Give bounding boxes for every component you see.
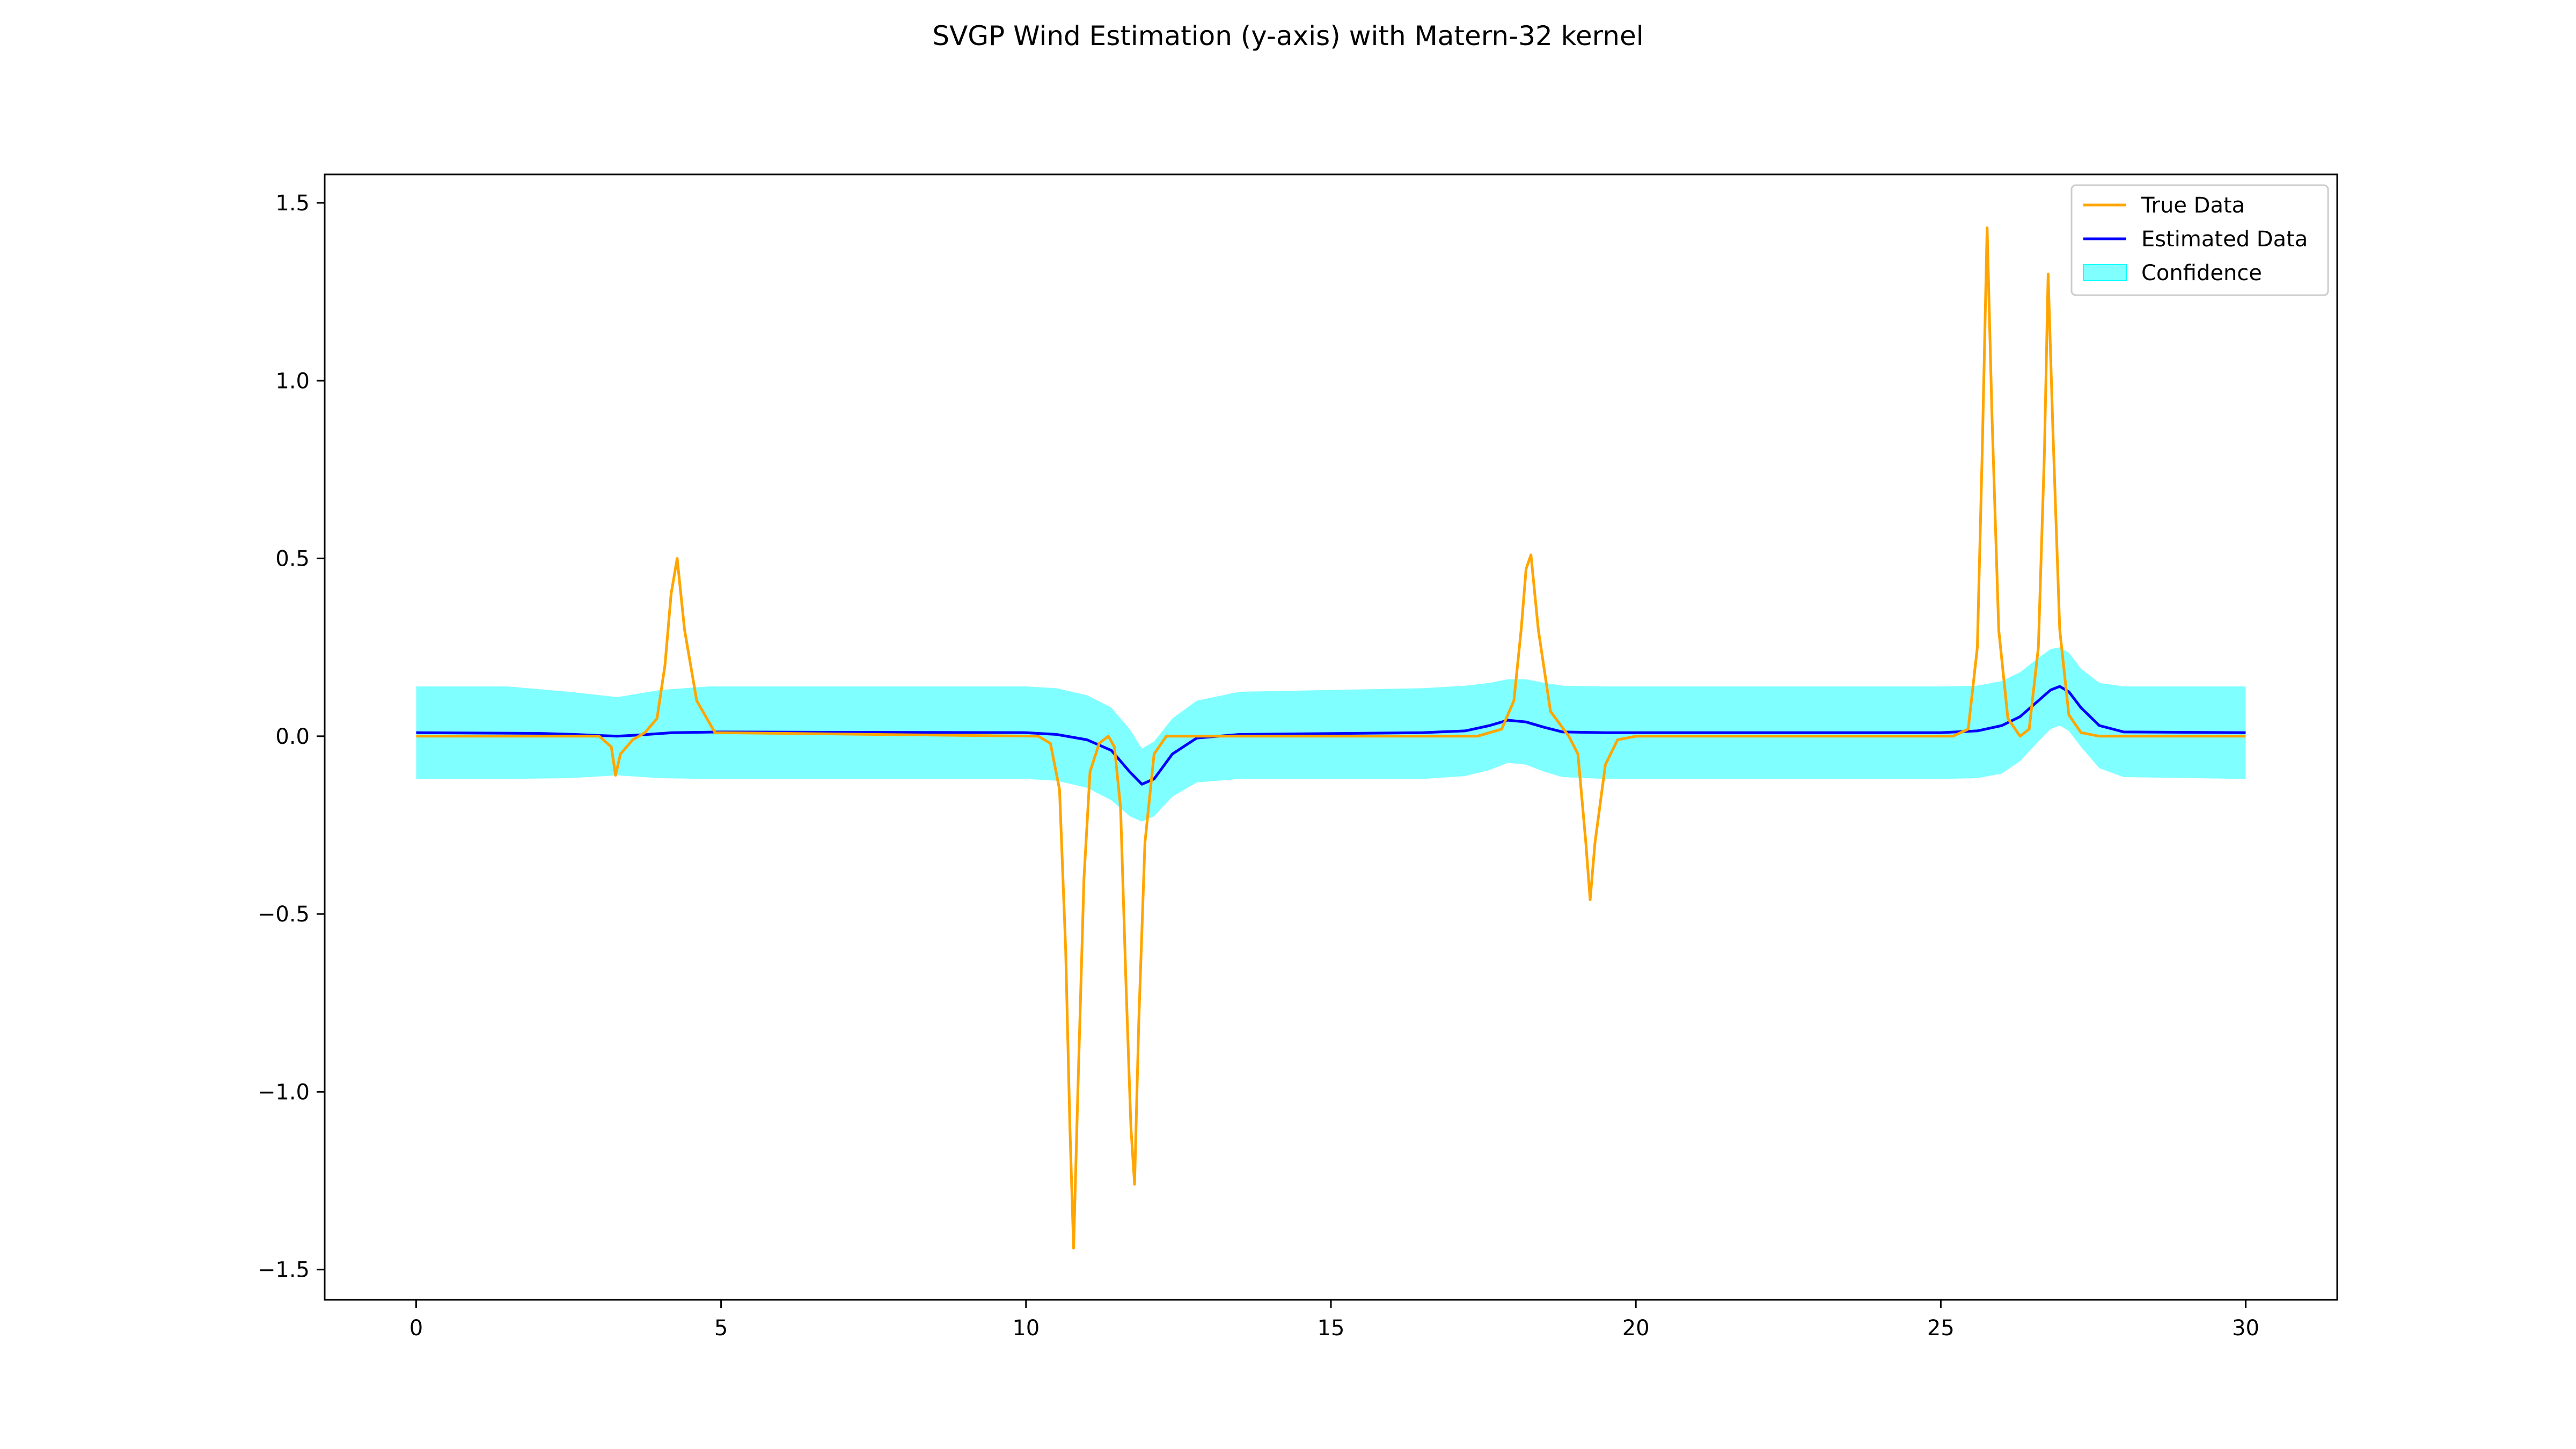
series-line-true-data <box>416 226 2246 1250</box>
legend-box <box>2070 184 2329 296</box>
series-line-estimated-data <box>416 685 2246 786</box>
y-tick-label: −0.5 <box>258 902 310 927</box>
y-tick-label: 1.5 <box>275 191 310 216</box>
y-tick-label: −1.5 <box>258 1258 310 1283</box>
legend-label: Estimated Data <box>2141 227 2308 252</box>
y-tick-label: −1.0 <box>258 1080 310 1104</box>
chart-title: SVGP Wind Estimation (y-axis) with Mater… <box>932 20 1644 52</box>
x-tick-label: 30 <box>2232 1316 2259 1341</box>
legend-label: Confidence <box>2141 261 2262 286</box>
x-tick-label: 0 <box>409 1316 423 1341</box>
y-tick-label: 0.0 <box>275 724 310 749</box>
axes: 0 5 10 15 20 25 30 −1.5 −1.0 −0.5 0.0 0.5 1.0 1.5 <box>258 173 2338 1341</box>
legend-label: True Data <box>2141 193 2245 218</box>
legend-swatch-confidence <box>2083 264 2127 281</box>
x-tick-label: 10 <box>1012 1316 1040 1341</box>
y-tick-label: 0.5 <box>275 547 310 572</box>
x-tick-label: 15 <box>1318 1316 1345 1341</box>
x-tick-label: 5 <box>714 1316 728 1341</box>
x-tick-label: 20 <box>1622 1316 1650 1341</box>
y-tick-label: 1.0 <box>275 369 310 393</box>
x-tick-label: 25 <box>1927 1316 1955 1341</box>
legend: True Data Estimated Data Confidence <box>2070 184 2329 296</box>
plot-area <box>416 226 2246 1250</box>
